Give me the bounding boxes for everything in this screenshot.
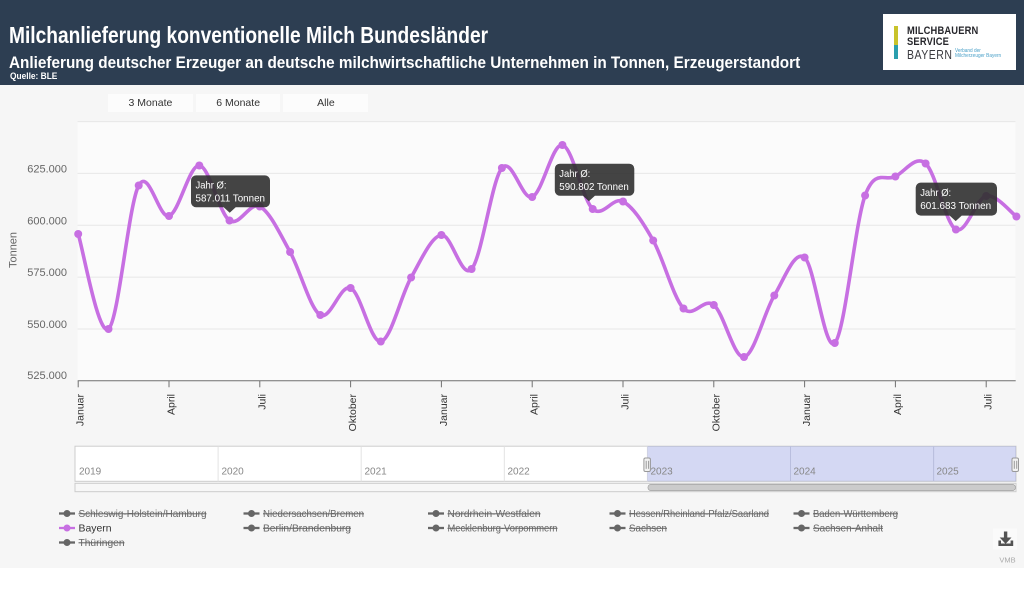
svg-text:Nordrhein-Westfalen: Nordrhein-Westfalen (448, 508, 541, 520)
svg-text:Jahr Ø:: Jahr Ø: (920, 188, 951, 199)
svg-text:Thüringen: Thüringen (79, 537, 125, 549)
svg-text:Hessen/Rheinland-Pfalz/Saarlan: Hessen/Rheinland-Pfalz/Saarland (629, 508, 769, 520)
svg-text:April: April (166, 394, 178, 415)
svg-text:Schleswig-Holstein/Hamburg: Schleswig-Holstein/Hamburg (79, 508, 207, 520)
svg-text:Jahr Ø:: Jahr Ø: (559, 169, 590, 180)
svg-text:625.000: 625.000 (27, 164, 67, 176)
svg-text:2021: 2021 (365, 467, 388, 478)
svg-text:Baden-Württemberg: Baden-Württemberg (813, 508, 898, 520)
svg-text:575.000: 575.000 (27, 267, 67, 279)
svg-text:Tonnen: Tonnen (8, 232, 20, 268)
svg-text:2019: 2019 (79, 467, 102, 478)
svg-text:2022: 2022 (508, 467, 531, 478)
svg-text:Berlin/Brandenburg: Berlin/Brandenburg (263, 522, 351, 534)
svg-text:VMB: VMB (999, 556, 1015, 565)
svg-text:Niedersachsen/Bremen: Niedersachsen/Bremen (263, 508, 364, 520)
svg-text:Januar: Januar (75, 394, 87, 427)
svg-text:April: April (529, 394, 541, 415)
svg-text:550.000: 550.000 (27, 319, 67, 331)
svg-text:Mecklenburg-Vorpommern: Mecklenburg-Vorpommern (448, 522, 558, 534)
svg-text:Juli: Juli (620, 394, 632, 410)
svg-text:Bayern: Bayern (79, 522, 112, 534)
svg-text:Oktober: Oktober (347, 394, 359, 432)
svg-text:2020: 2020 (222, 467, 245, 478)
svg-text:590.802 Tonnen: 590.802 Tonnen (559, 182, 629, 193)
svg-text:Jahr Ø:: Jahr Ø: (196, 181, 227, 192)
svg-text:Januar: Januar (801, 394, 813, 427)
svg-text:2023: 2023 (651, 467, 674, 478)
svg-text:Juli: Juli (983, 394, 995, 410)
svg-text:601.683 Tonnen: 601.683 Tonnen (920, 201, 991, 212)
svg-text:2025: 2025 (937, 467, 960, 478)
svg-text:April: April (892, 394, 904, 415)
svg-text:Sachsen-Anhalt: Sachsen-Anhalt (813, 522, 883, 534)
svg-text:Sachsen: Sachsen (629, 522, 667, 534)
svg-text:600.000: 600.000 (27, 215, 67, 227)
svg-text:Januar: Januar (438, 394, 450, 427)
svg-text:Oktober: Oktober (710, 394, 722, 432)
svg-text:587.011 Tonnen: 587.011 Tonnen (196, 194, 266, 205)
svg-text:Juli: Juli (256, 394, 268, 410)
svg-text:2024: 2024 (794, 467, 817, 478)
svg-text:525.000: 525.000 (27, 370, 67, 382)
